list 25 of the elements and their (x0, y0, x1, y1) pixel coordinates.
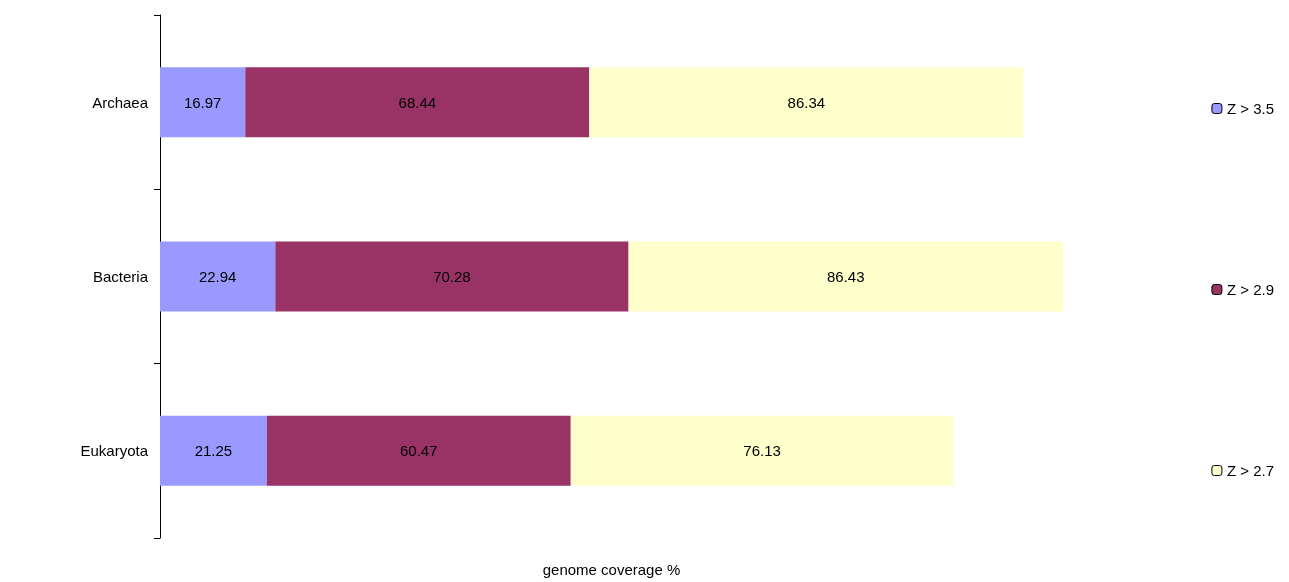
legend-label: Z > 2.9 (1226, 281, 1274, 298)
data-label: 70.28 (433, 268, 471, 285)
bar (628, 241, 1063, 312)
y-tick-label: Bacteria (92, 268, 149, 285)
data-label: 16.97 (183, 93, 222, 111)
data-label: 21.25 (194, 442, 233, 460)
data-label: 86.34 (787, 93, 826, 111)
bar (589, 67, 1024, 138)
y-tick-label: Archaea (92, 93, 149, 111)
bar (266, 415, 571, 486)
data-label: 60.47 (400, 442, 438, 460)
legend-label: Z > 3.5 (1226, 100, 1274, 117)
bar (245, 67, 590, 138)
data-label: 76.13 (743, 442, 781, 460)
bar (275, 241, 629, 312)
bar (570, 415, 954, 486)
data-label: 22.94 (198, 268, 237, 285)
y-tick-label: Eukaryota (80, 442, 149, 460)
bar (160, 415, 267, 486)
data-label: 86.43 (827, 268, 865, 285)
bar (160, 67, 246, 138)
legend-label: Z > 2.7 (1226, 462, 1274, 479)
bar (160, 241, 276, 312)
x-axis-title: genome coverage % (542, 561, 681, 578)
data-label: 68.44 (398, 93, 437, 111)
